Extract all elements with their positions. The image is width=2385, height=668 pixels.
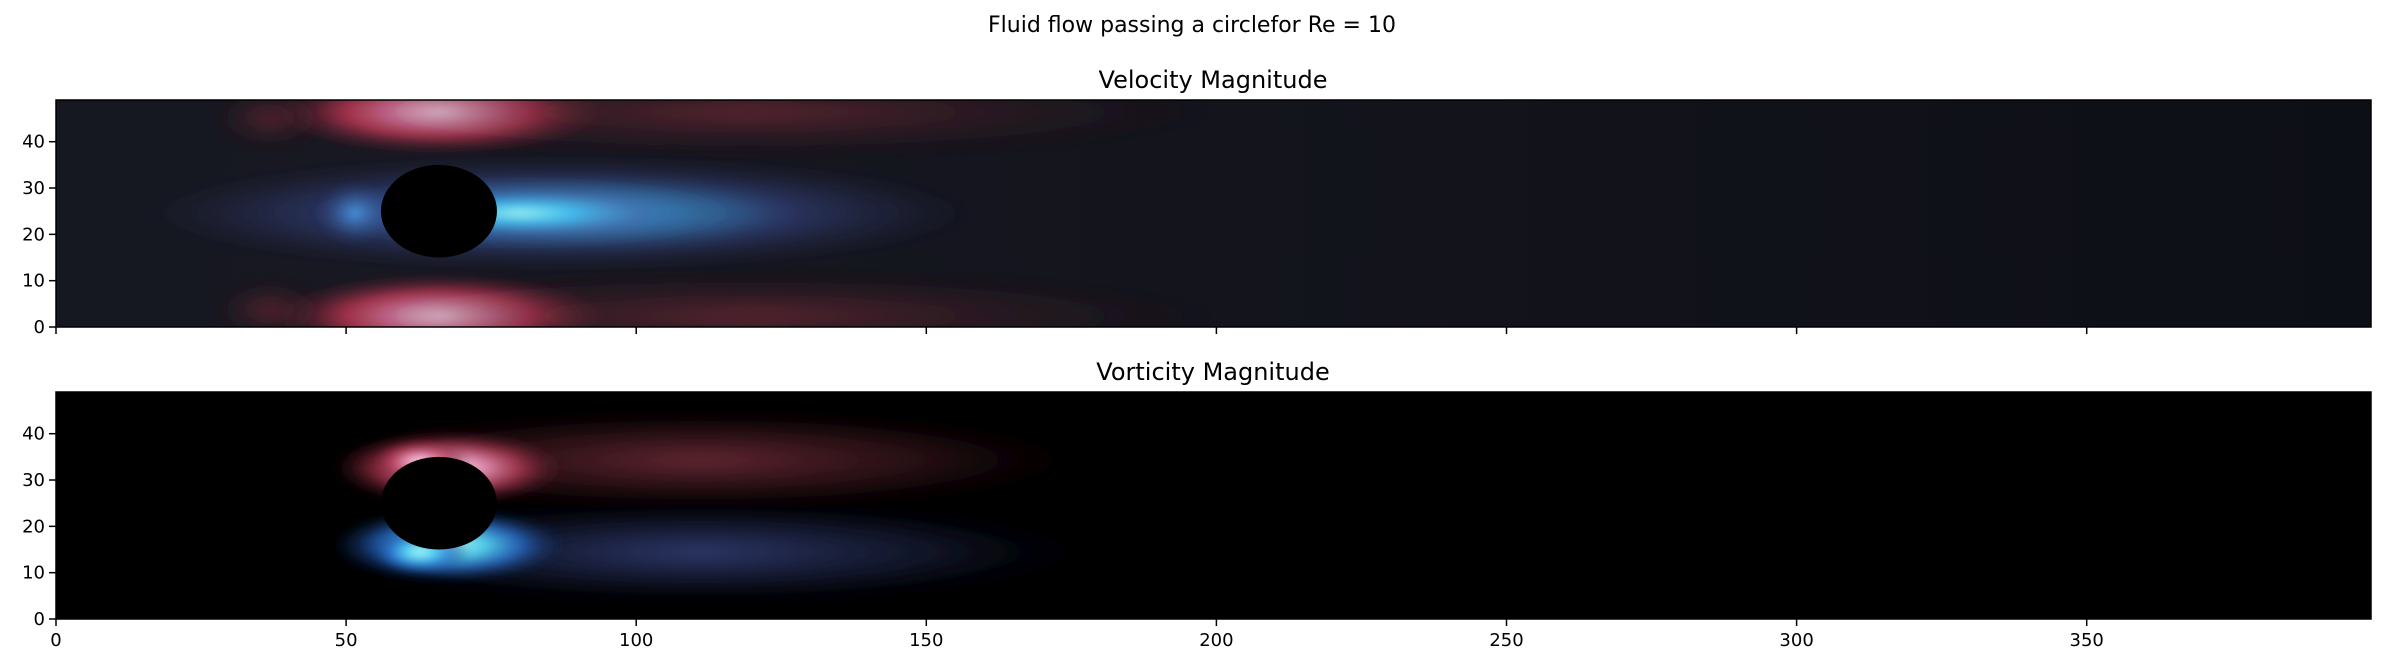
velocity-y-tick-label: 40 [22, 132, 45, 153]
vorticity-x-tick-label: 150 [909, 630, 943, 651]
velocity-upstream-bottom [210, 280, 330, 327]
vorticity-y-tick-label: 10 [22, 563, 45, 584]
vorticity-axes: Vorticity Magnitude 0 10 20 30 40 0 50 100 150 2… [22, 358, 2372, 651]
velocity-upstream-top [210, 100, 330, 148]
velocity-y-tick-label: 0 [34, 317, 45, 338]
vorticity-obstacle-circle [380, 456, 497, 550]
vorticity-x-tick-label: 50 [335, 630, 358, 651]
velocity-x-ticks [55, 327, 2088, 334]
vorticity-y-tick-label: 20 [22, 516, 45, 537]
velocity-y-tick-label: 20 [22, 224, 45, 245]
vorticity-y-tick-label: 40 [22, 424, 45, 445]
vorticity-y-ticks: 0 10 20 30 40 [22, 424, 56, 630]
vorticity-x-ticks: 0 50 100 150 200 250 300 350 [50, 619, 2104, 651]
figure-title: Fluid flow passing a circlefor Re = 10 [988, 13, 1396, 38]
vorticity-x-tick-label: 0 [50, 630, 61, 651]
velocity-front-region [315, 181, 395, 245]
velocity-axes-frame [55, 99, 2372, 328]
velocity-y-tick-label: 10 [22, 271, 45, 292]
velocity-heatmap [56, 100, 2371, 327]
velocity-axes: Velocity Magnitude 0 10 20 30 40 [22, 66, 2372, 338]
velocity-axes-title: Velocity Magnitude [1099, 66, 1328, 94]
vorticity-y-tick-label: 30 [22, 470, 45, 491]
velocity-y-ticks: 0 10 20 30 40 [22, 132, 56, 338]
vorticity-y-tick-label: 0 [34, 609, 45, 630]
velocity-obstacle-circle [380, 164, 497, 258]
velocity-bottom-tail [270, 271, 1230, 327]
vorticity-x-tick-label: 250 [1489, 630, 1523, 651]
vorticity-x-tick-label: 200 [1199, 630, 1233, 651]
vorticity-axes-frame [55, 391, 2372, 620]
velocity-top-tail [270, 100, 1230, 157]
vorticity-heatmap [56, 392, 2371, 619]
vorticity-x-tick-label: 300 [1779, 630, 1813, 651]
vorticity-axes-title: Vorticity Magnitude [1096, 358, 1329, 386]
vorticity-x-tick-label: 100 [619, 630, 653, 651]
vorticity-x-tick-label: 350 [2070, 630, 2104, 651]
velocity-y-tick-label: 30 [22, 178, 45, 199]
